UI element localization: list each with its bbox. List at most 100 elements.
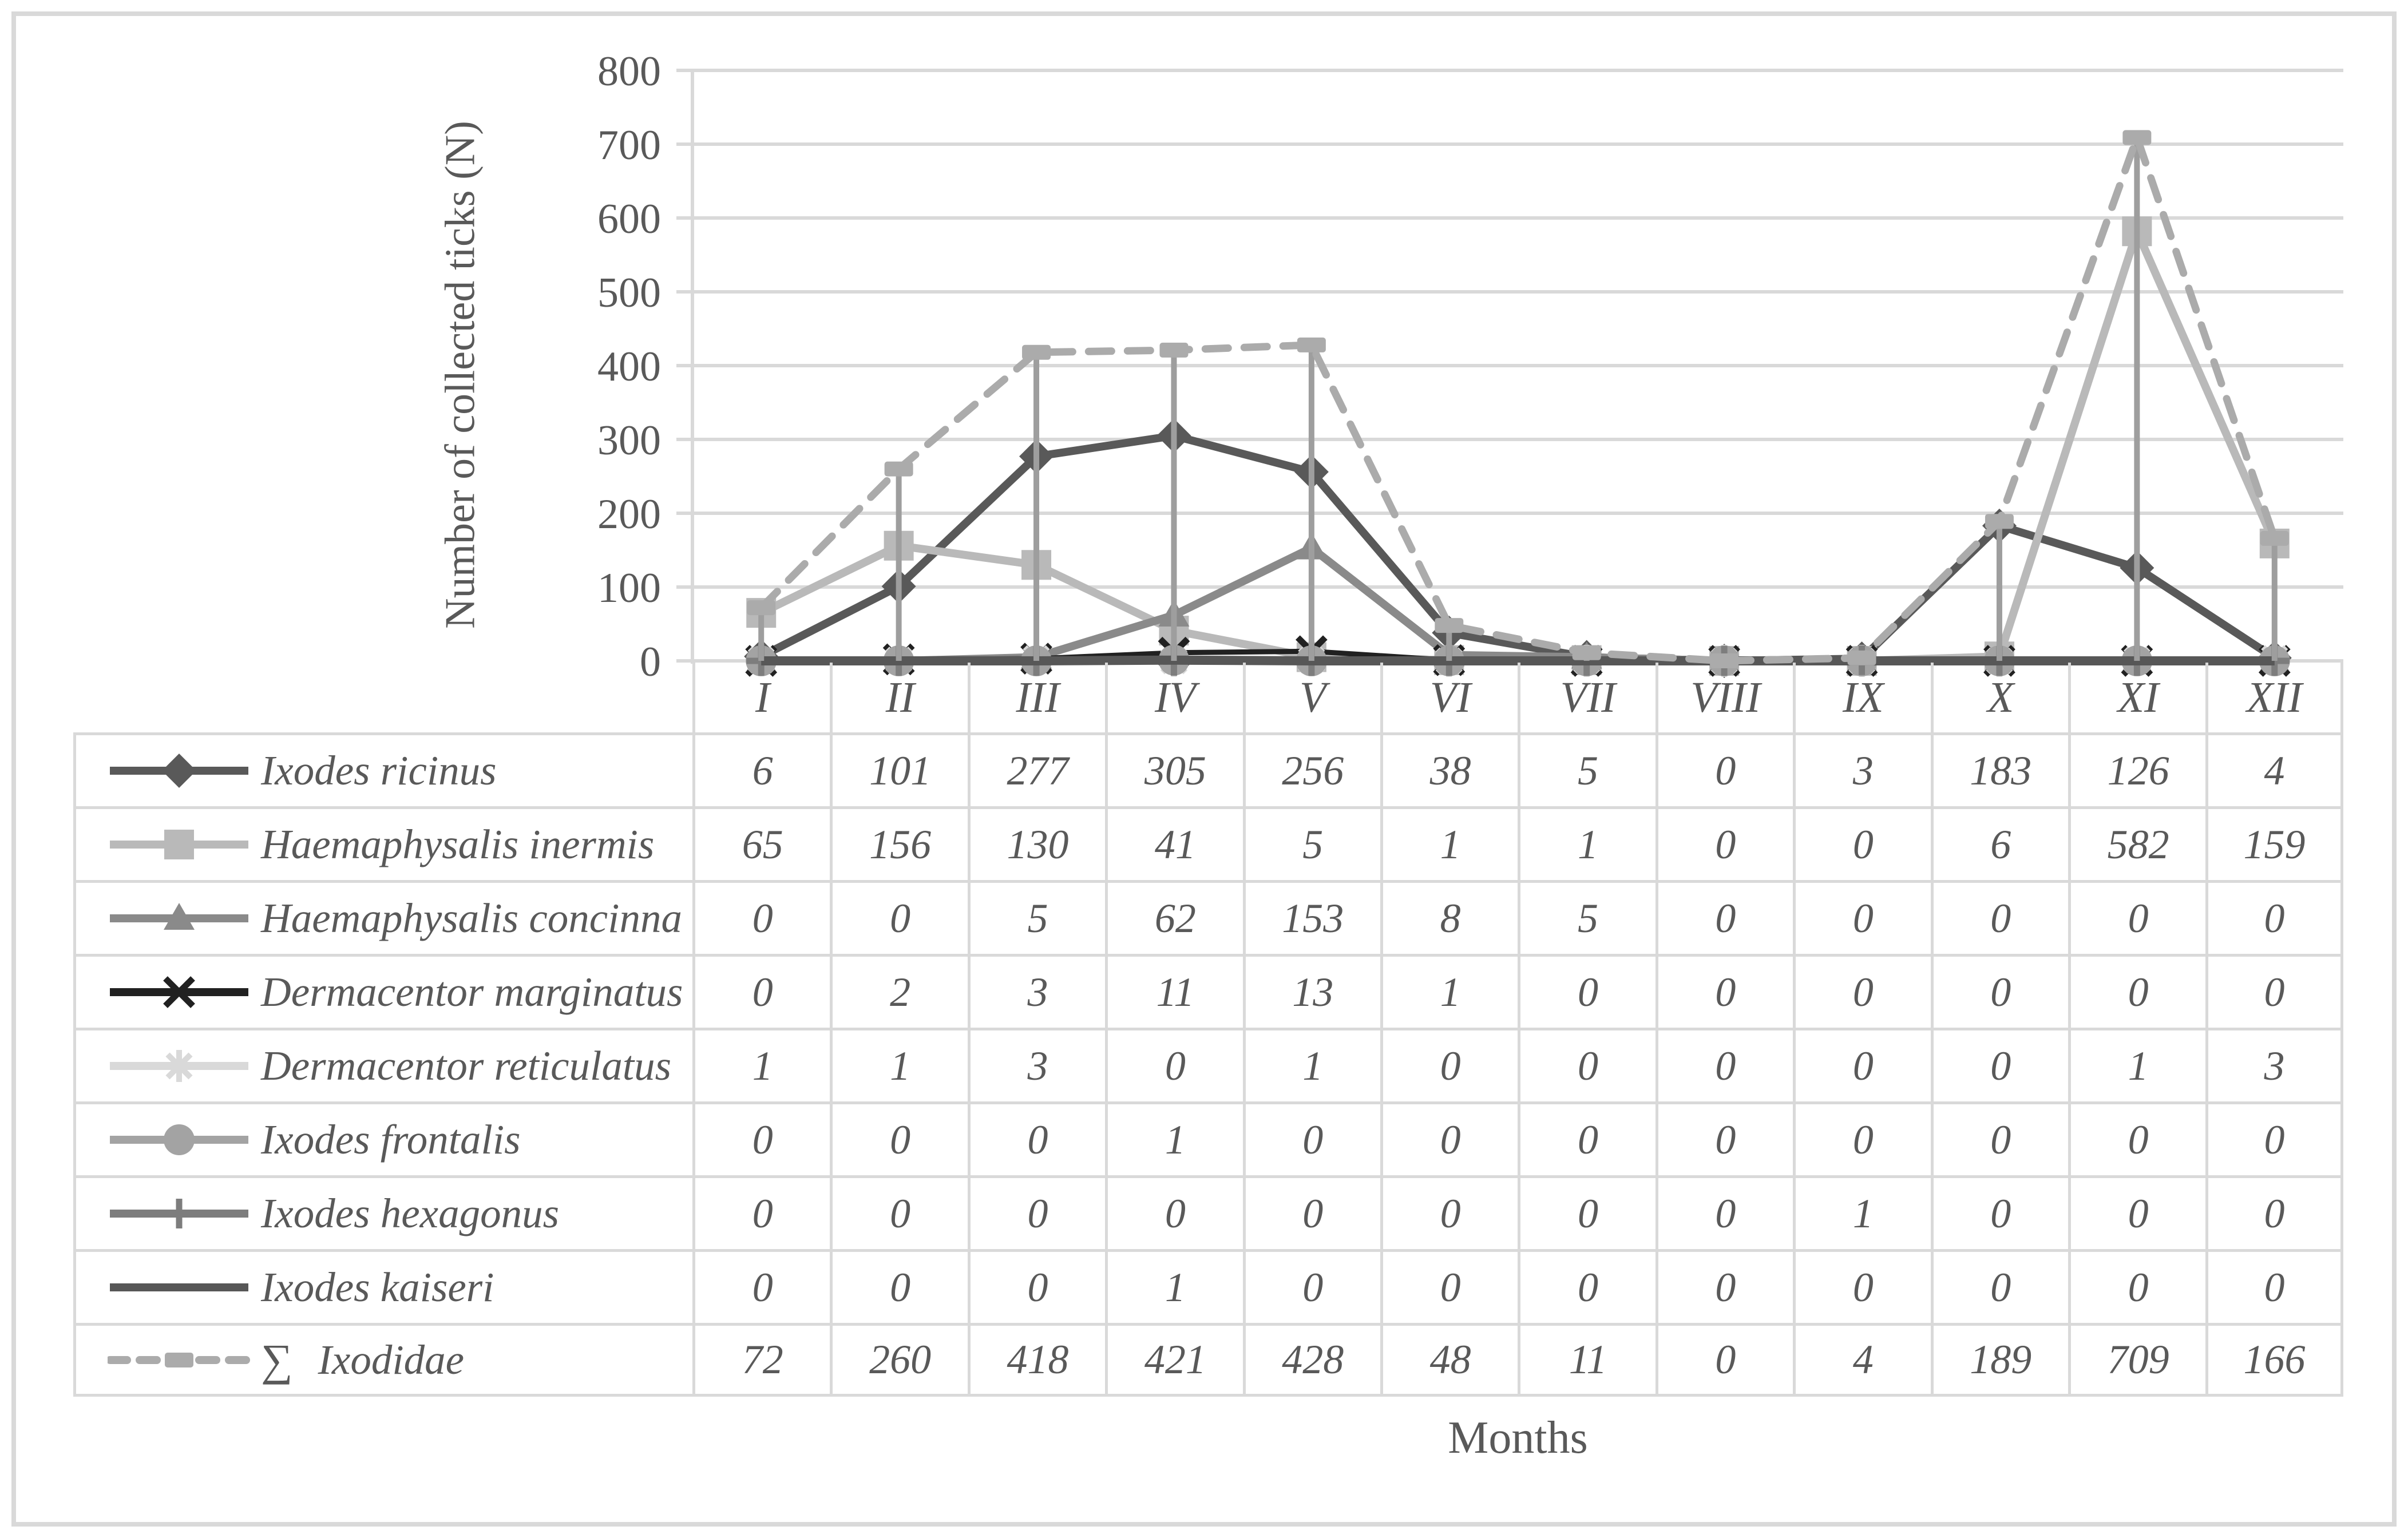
dash-square-marker [747, 600, 776, 616]
value-cell: 1 [1380, 954, 1518, 1028]
month-header-cell: IX [1793, 663, 1930, 732]
value-cell: 0 [1655, 1028, 1793, 1101]
value-cell: 0 [2068, 954, 2206, 1028]
value-cell: 0 [830, 1101, 968, 1175]
species-label: Haemaphysalis concinna [261, 895, 682, 941]
table-row-legend: Ixodes kaiseri [73, 1249, 692, 1323]
value-cell: 0 [1380, 1249, 1518, 1323]
circle-marker [164, 1124, 195, 1155]
value-cell: 0 [1518, 1249, 1655, 1323]
square-marker [164, 830, 194, 859]
value-cell: 0 [830, 1175, 968, 1249]
month-header-cell: VI [1380, 663, 1518, 732]
value-cell: 183 [1930, 732, 2068, 806]
table-row-legend: Dermacentor marginatus [73, 954, 692, 1028]
drop-lines [758, 137, 2278, 661]
table-row-legend: Ixodes hexagonus [73, 1175, 692, 1249]
species-label: Dermacentor reticulatus [261, 1042, 672, 1089]
value-cell: 0 [1105, 1175, 1243, 1249]
y-axis-title: Number of collected ticks (N) [437, 121, 484, 629]
table-row-legend: ∑ Ixodidae [73, 1323, 692, 1397]
value-cell: 0 [692, 1101, 830, 1175]
value-cell: 41 [1105, 806, 1243, 880]
value-cell: 0 [2068, 1249, 2206, 1323]
value-cell: 0 [830, 1249, 968, 1323]
value-cell: 72 [692, 1323, 830, 1397]
series-ixodidae [747, 126, 2289, 668]
value-cell: 0 [1793, 806, 1931, 880]
legend-key-triangle [110, 903, 248, 930]
value-cell: 11 [1518, 1323, 1655, 1397]
value-cell: 130 [967, 806, 1106, 880]
value-cell: 153 [1242, 880, 1380, 954]
value-cell: 156 [830, 806, 968, 880]
dash-square-marker [2122, 130, 2152, 145]
value-cell: 0 [1655, 954, 1793, 1028]
value-cell: 1 [830, 1028, 968, 1101]
species-label: Haemaphysalis inermis [261, 821, 655, 867]
y-tick-label: 0 [640, 639, 661, 685]
value-cell: 5 [1518, 732, 1655, 806]
species-label: Ixodes frontalis [261, 1116, 521, 1163]
dash-square-marker [1572, 645, 1601, 660]
value-cell: 0 [1793, 954, 1931, 1028]
dash-square-marker [2260, 530, 2289, 546]
value-cell: 189 [1930, 1323, 2068, 1397]
table-row-legend: Dermacentor reticulatus [73, 1028, 692, 1101]
value-cell: 0 [830, 880, 968, 954]
y-tick-label: 200 [597, 491, 661, 538]
value-cell: 0 [1793, 1028, 1931, 1101]
value-cell: 8 [1380, 880, 1518, 954]
value-cell: 0 [2205, 954, 2343, 1028]
value-cell: 0 [1380, 1028, 1518, 1101]
value-cell: 0 [1242, 1101, 1380, 1175]
value-cell: 38 [1380, 732, 1518, 806]
value-cell: 0 [2205, 880, 2343, 954]
value-cell: 5 [1242, 806, 1380, 880]
dash-square-marker [1297, 337, 1326, 352]
value-cell: 0 [967, 1175, 1106, 1249]
value-cell: 3 [967, 1028, 1106, 1101]
dash-square-marker [1710, 653, 1739, 668]
y-tick-label: 600 [597, 196, 661, 243]
species-label: Ixodidae [318, 1336, 465, 1383]
table-row-legend: Haemaphysalis inermis [73, 806, 692, 880]
value-cell: 4 [1793, 1323, 1931, 1397]
value-cell: 0 [1242, 1175, 1380, 1249]
month-header-cell: III [967, 663, 1105, 732]
value-cell: 5 [967, 880, 1106, 954]
y-tick-label: 500 [597, 269, 661, 316]
dash-square-marker [1159, 342, 1189, 358]
legend-key-square [110, 830, 248, 859]
species-label: Dermacentor marginatus [261, 969, 683, 1015]
series-ixodes-kaiseri [761, 655, 2275, 665]
value-cell: 418 [967, 1323, 1106, 1397]
value-cell: 5 [1518, 880, 1655, 954]
y-tick-label: 300 [597, 417, 661, 464]
value-cell: 6 [692, 732, 830, 806]
dash-square-marker [1022, 344, 1051, 360]
value-cell: 101 [830, 732, 968, 806]
value-cell: 0 [1793, 1101, 1931, 1175]
value-cell: 62 [1105, 880, 1243, 954]
month-header-cell: V [1242, 663, 1380, 732]
month-header-cell: IV [1105, 663, 1242, 732]
month-header-cell: VIII [1655, 663, 1793, 732]
value-cell: 0 [2068, 1101, 2206, 1175]
value-cell: 3 [1793, 732, 1931, 806]
value-cell: 0 [2068, 1175, 2206, 1249]
value-cell: 0 [1655, 1101, 1793, 1175]
value-cell: 1 [2068, 1028, 2206, 1101]
legend-key-plus [110, 1199, 248, 1228]
value-cell: 0 [1655, 880, 1793, 954]
value-cell: 0 [1793, 1249, 1931, 1323]
value-cell: 256 [1242, 732, 1380, 806]
series-line [759, 220, 2279, 665]
value-cell: 0 [1655, 1175, 1793, 1249]
value-cell: 0 [1380, 1175, 1518, 1249]
y-tick-label: 700 [597, 122, 661, 169]
value-cell: 0 [1380, 1101, 1518, 1175]
y-tick-label: 100 [597, 565, 661, 612]
value-cell: 11 [1105, 954, 1243, 1028]
month-header-cell: X [1930, 663, 2068, 732]
